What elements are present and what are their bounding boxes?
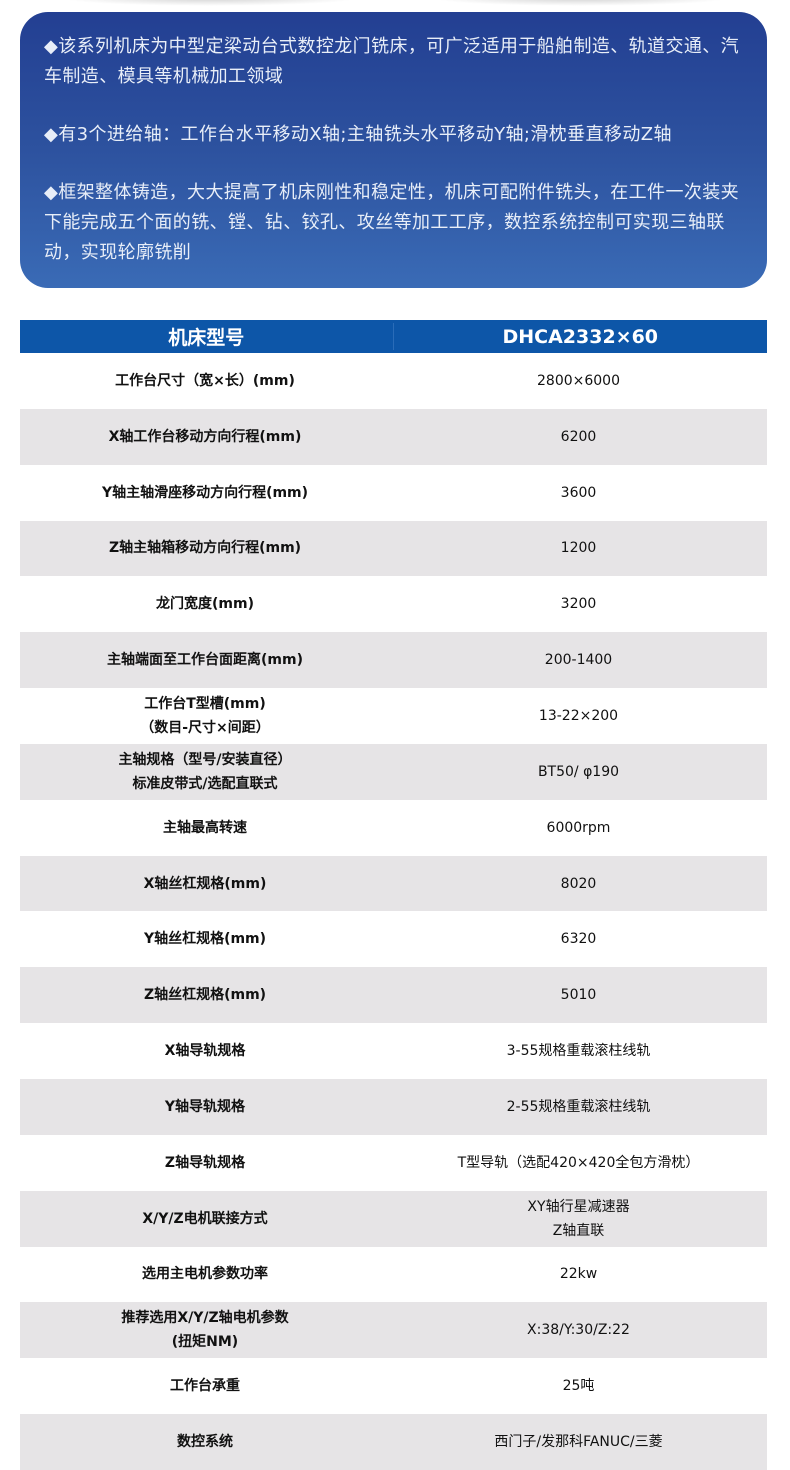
spec-value: 3-55规格重载滚柱线轨: [506, 1043, 651, 1060]
spec-value: 25吨: [562, 1378, 595, 1395]
spec-value: 6000rpm: [546, 819, 611, 836]
spec-value: 6320: [560, 931, 597, 948]
table-row: 工作台T型槽(mm) （数目-尺寸×间距） 13-22×200: [20, 688, 767, 744]
table-row: 选用主电机参数功率 22kw: [20, 1247, 767, 1303]
table-row: Z轴导轨规格 T型导轨（选配420×420全包方滑枕）: [20, 1135, 767, 1191]
spec-value: 5010: [560, 987, 597, 1004]
spec-name: X/Y/Z电机联接方式: [142, 1210, 268, 1227]
spec-value: BT50/ φ190: [537, 763, 620, 780]
table-row: 主轴最高转速 6000rpm: [20, 800, 767, 856]
spec-name: 工作台T型槽(mm) （数目-尺寸×间距）: [140, 695, 270, 736]
table-header: 机床型号 DHCA2332×60: [20, 320, 767, 353]
spec-name: Y轴主轴滑座移动方向行程(mm): [101, 484, 309, 501]
spec-name: 工作台承重: [170, 1378, 240, 1395]
spec-value: 1200: [560, 540, 597, 557]
spec-name: Y轴丝杠规格(mm): [143, 931, 267, 948]
table-row: X/Y/Z电机联接方式 XY轴行星减速器 Z轴直联: [20, 1190, 767, 1247]
spec-value: 6200: [560, 428, 597, 445]
spec-value: XY轴行星减速器 Z轴直联: [527, 1198, 630, 1239]
spec-value: X:38/Y:30/Z:22: [527, 1322, 630, 1339]
spec-name: 主轴端面至工作台面距离(mm): [107, 652, 303, 669]
spec-name: 工作台尺寸（宽×长）(mm): [115, 372, 295, 389]
spec-name: X轴导轨规格: [164, 1043, 246, 1060]
spec-name: 主轴最高转速: [163, 819, 247, 836]
spec-value: 200-1400: [544, 652, 613, 669]
table-row: 推荐选用X/Y/Z轴电机参数 (扭矩NM) X:38/Y:30/Z:22: [20, 1302, 767, 1359]
intro-panel: ◆该系列机床为中型定梁动台式数控龙门铣床，可广泛适用于船舶制造、轨道交通、汽车制…: [20, 12, 767, 288]
table-row: 龙门宽度(mm) 3200: [20, 576, 767, 632]
spec-name: Z轴丝杠规格(mm): [143, 987, 267, 1004]
spec-value: 2800×6000: [537, 372, 620, 389]
spec-name: 龙门宽度(mm): [156, 596, 254, 613]
table-row: 主轴规格（型号/安装直径） 标准皮带式/选配直联式 BT50/ φ190: [20, 743, 767, 800]
spec-table: 机床型号 DHCA2332×60 工作台尺寸（宽×长）(mm) 2800×6000…: [20, 320, 767, 1470]
table-row: Y轴主轴滑座移动方向行程(mm) 3600: [20, 465, 767, 521]
table-row: Y轴导轨规格 2-55规格重载滚柱线轨: [20, 1078, 767, 1135]
table-row: X轴丝杠规格(mm) 8020: [20, 855, 767, 912]
spec-name: 主轴规格（型号/安装直径） 标准皮带式/选配直联式: [118, 751, 292, 792]
spec-name: 数控系统: [177, 1433, 233, 1450]
spec-name: 选用主电机参数功率: [142, 1266, 268, 1283]
spec-value: 3600: [560, 484, 597, 501]
spec-name: Z轴主轴箱移动方向行程(mm): [108, 540, 302, 557]
spec-name: X轴工作台移动方向行程(mm): [108, 428, 302, 445]
spec-name: X轴丝杠规格(mm): [143, 875, 267, 892]
spec-name: Z轴导轨规格: [164, 1154, 246, 1171]
spec-value: 西门子/发那科FANUC/三菱: [494, 1433, 663, 1450]
spec-value: 22kw: [559, 1266, 598, 1283]
spec-name: 推荐选用X/Y/Z轴电机参数 (扭矩NM): [121, 1310, 289, 1351]
table-row: Z轴主轴箱移动方向行程(mm) 1200: [20, 520, 767, 577]
table-row: 工作台承重 25吨: [20, 1358, 767, 1414]
spec-name: Y轴导轨规格: [164, 1098, 246, 1115]
table-row: Y轴丝杠规格(mm) 6320: [20, 911, 767, 967]
intro-paragraph: ◆有3个进给轴：工作台水平移动X轴;主轴铣头水平移动Y轴;滑枕垂直移动Z轴: [44, 124, 672, 145]
spec-value: 13-22×200: [538, 707, 619, 724]
table-row: 主轴端面至工作台面距离(mm) 200-1400: [20, 632, 767, 689]
table-row: 数控系统 西门子/发那科FANUC/三菱: [20, 1414, 767, 1470]
table-row: Z轴丝杠规格(mm) 5010: [20, 967, 767, 1024]
top-shadow: [430, 0, 730, 6]
intro-paragraph: ◆该系列机床为中型定梁动台式数控龙门铣床，可广泛适用于船舶制造、轨道交通、汽车制…: [44, 36, 740, 87]
spec-value: 2-55规格重载滚柱线轨: [506, 1098, 651, 1115]
table-row: 工作台尺寸（宽×长）(mm) 2800×6000: [20, 353, 767, 409]
table-row: X轴导轨规格 3-55规格重载滚柱线轨: [20, 1023, 767, 1079]
header-label: 机床型号: [20, 323, 394, 350]
table-row: X轴工作台移动方向行程(mm) 6200: [20, 408, 767, 465]
header-model: DHCA2332×60: [502, 325, 659, 348]
intro-paragraph: ◆框架整体铸造，大大提高了机床刚性和稳定性，机床可配附件铣头，在工件一次装夹下能…: [44, 182, 740, 263]
spec-value: 3200: [560, 596, 597, 613]
top-shadow: [60, 0, 360, 6]
spec-value: T型导轨（选配420×420全包方滑枕）: [457, 1154, 700, 1171]
spec-value: 8020: [560, 875, 597, 892]
